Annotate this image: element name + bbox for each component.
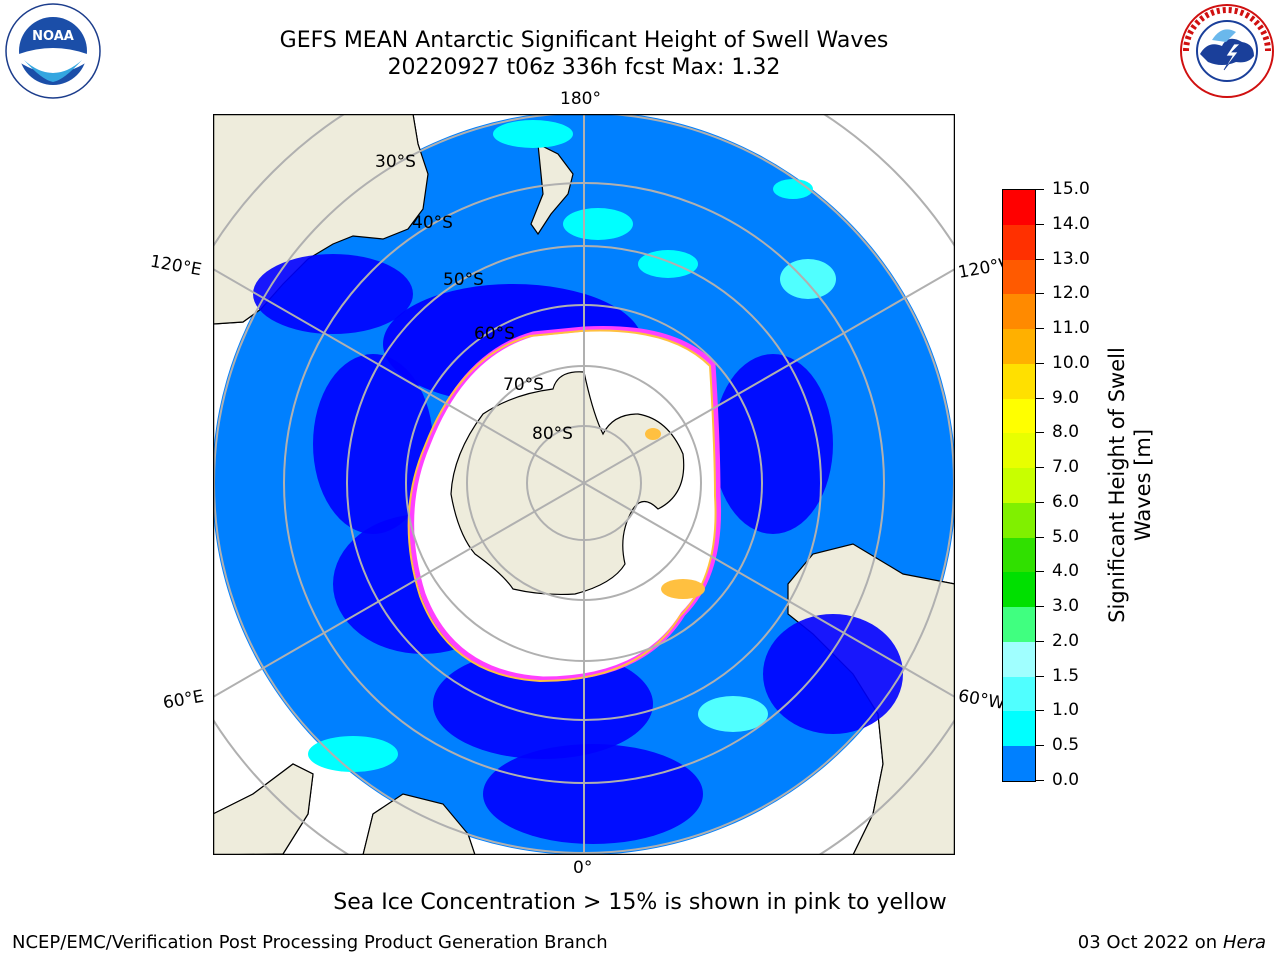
colorbar-tick-mark — [1036, 675, 1044, 677]
colorbar-segment — [1003, 433, 1035, 469]
colorbar-segment — [1003, 572, 1035, 608]
colorbar-tick-label: 0.0 — [1052, 770, 1080, 790]
colorbar-tick-label: 5.0 — [1052, 526, 1080, 547]
colorbar-tick-mark — [1036, 745, 1044, 747]
colorbar-tick-mark — [1036, 328, 1044, 330]
footer-branch: NCEP/EMC/Verification Post Processing Pr… — [12, 932, 608, 953]
colorbar-segment — [1003, 607, 1035, 642]
map-canvas — [212, 113, 956, 856]
colorbar-tick-mark — [1036, 258, 1044, 260]
colorbar-tick-mark — [1036, 362, 1044, 364]
colorbar-tick-label: 15.0 — [1052, 179, 1090, 199]
colorbar-tick-label: 12.0 — [1052, 283, 1090, 304]
colorbar-segment — [1003, 676, 1035, 712]
colorbar-tick-label: 4.0 — [1052, 561, 1080, 582]
colorbar-title: Significant Height of Swell Waves [m] — [1105, 347, 1155, 623]
lat-label-80s: 80°S — [532, 424, 573, 444]
lat-label-70s: 70°S — [503, 375, 544, 395]
colorbar-tick-mark — [1036, 223, 1044, 225]
colorbar-tick-label: 10.0 — [1052, 352, 1090, 373]
colorbar-tick-label: 9.0 — [1052, 387, 1080, 408]
chart-subtitle-run: 20220927 t06z 336h fcst Max: 1.32 — [387, 55, 781, 80]
colorbar-tick-label: 11.0 — [1052, 318, 1090, 339]
colorbar-tick-mark — [1036, 467, 1044, 469]
polar-map — [212, 113, 956, 856]
colorbar-tick-label: 13.0 — [1052, 248, 1090, 269]
colorbar-segment — [1003, 329, 1035, 364]
colorbar-tick-mark — [1036, 432, 1044, 434]
colorbar-tick-label: 8.0 — [1052, 422, 1080, 443]
colorbar-tick-mark — [1036, 293, 1044, 295]
continent-antarctica — [450, 371, 685, 596]
colorbar-segment — [1003, 363, 1035, 399]
colorbar-segment — [1003, 224, 1035, 260]
colorbar-tick-mark — [1036, 536, 1044, 538]
colorbar-tick-label: 1.5 — [1052, 665, 1080, 686]
colorbar-segment — [1003, 294, 1035, 330]
lon-label-60w: 60°W — [956, 686, 1007, 714]
colorbar-segment — [1003, 537, 1035, 573]
colorbar-segment — [1003, 398, 1035, 434]
colorbar-segment — [1003, 711, 1035, 747]
colorbar-tick-label: 3.0 — [1052, 596, 1080, 617]
lat-label-60s: 60°S — [474, 324, 515, 344]
colorbar-segment — [1003, 259, 1035, 295]
colorbar-tick-mark — [1036, 606, 1044, 608]
colorbar-tick-label: 2.0 — [1052, 630, 1080, 651]
colorbar-tick-mark — [1036, 640, 1044, 642]
colorbar-tick-label: 0.5 — [1052, 735, 1080, 756]
lon-label-0: 0° — [573, 858, 593, 878]
noaa-logo: NOAA — [4, 2, 102, 104]
lon-label-180: 180° — [560, 89, 601, 109]
colorbar-tick-label: 7.0 — [1052, 457, 1080, 478]
colorbar-tick-mark — [1036, 397, 1044, 399]
lat-label-40s: 40°S — [412, 213, 453, 233]
colorbar-tick-label: 6.0 — [1052, 491, 1080, 512]
colorbar-tick-mark — [1036, 571, 1044, 573]
noaa-logo-text: NOAA — [32, 29, 74, 44]
lat-label-30s: 30°S — [375, 152, 416, 172]
colorbar-segment — [1003, 746, 1035, 782]
colorbar-tick-mark — [1036, 189, 1044, 190]
colorbar — [1002, 189, 1036, 782]
colorbar-segment — [1003, 502, 1035, 538]
chart-title: GEFS MEAN Antarctic Significant Height o… — [279, 28, 889, 53]
colorbar-tick-mark — [1036, 710, 1044, 712]
colorbar-tick-mark — [1036, 780, 1044, 781]
colorbar-tick-label: 1.0 — [1052, 700, 1080, 721]
lat-label-50s: 50°S — [443, 270, 484, 290]
colorbar-segment — [1003, 641, 1035, 677]
nws-logo — [1178, 2, 1276, 104]
lon-label-120e: 120°E — [148, 251, 204, 281]
sea-ice-note: Sea Ice Concentration > 15% is shown in … — [333, 890, 947, 915]
colorbar-segment — [1003, 190, 1035, 225]
lon-label-60e: 60°E — [161, 686, 206, 714]
colorbar-segment — [1003, 468, 1035, 503]
colorbar-tick-mark — [1036, 501, 1044, 503]
footer-date: 03 Oct 2022 on Hera — [1077, 932, 1266, 953]
colorbar-tick-label: 14.0 — [1052, 213, 1090, 234]
